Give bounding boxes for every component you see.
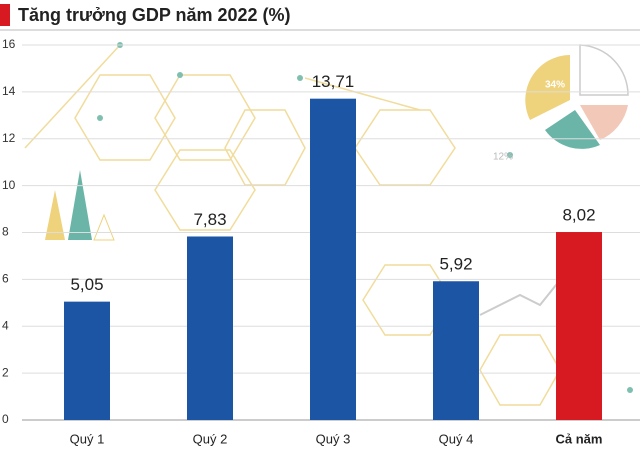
x-tick-label: Quý 4 <box>439 431 474 446</box>
y-tick-label: 16 <box>2 37 16 51</box>
node <box>507 152 513 158</box>
x-tick-label: Quý 2 <box>193 431 228 446</box>
plot: 0 2 4 6 8 10 12 14 16 5,05 Quý 1 7,83 Quý 2 13,71 Quý … <box>2 37 640 446</box>
bar <box>64 301 110 420</box>
x-tick-label: Cả năm <box>556 431 603 446</box>
bar <box>310 98 356 420</box>
hexagon <box>74 74 176 161</box>
value-label: 5,92 <box>439 255 472 274</box>
triangle <box>45 190 65 240</box>
bar <box>556 232 602 420</box>
pie-slice <box>525 55 570 120</box>
hexagon <box>154 74 256 161</box>
x-tick-label: Quý 3 <box>316 431 351 446</box>
annotation: 12% <box>493 152 513 163</box>
pie-slice <box>580 105 628 140</box>
chart-title: Tăng trưởng GDP năm 2022 (%) <box>18 5 291 25</box>
node <box>97 115 103 121</box>
y-tick-label: 12 <box>2 131 16 145</box>
value-label: 7,83 <box>193 210 226 229</box>
value-label: 8,02 <box>562 206 595 225</box>
hexagon <box>154 149 256 231</box>
hexagon <box>224 109 306 186</box>
title-marker <box>0 4 10 26</box>
y-tick-label: 2 <box>2 365 9 379</box>
triangle <box>68 170 92 240</box>
hexagon <box>362 264 453 336</box>
y-tick-label: 0 <box>2 412 9 426</box>
y-tick-label: 14 <box>2 84 16 98</box>
node <box>297 75 303 81</box>
value-label: 5,05 <box>70 275 103 294</box>
bar <box>187 236 233 420</box>
y-tick-label: 8 <box>2 225 9 239</box>
bar <box>433 281 479 420</box>
y-tick-label: 6 <box>2 272 9 286</box>
hexagon <box>479 334 561 406</box>
trend-arrow <box>479 279 561 316</box>
value-label: 13,71 <box>312 72 355 91</box>
y-tick-label: 4 <box>2 318 9 332</box>
node <box>177 72 183 78</box>
x-tick-label: Quý 1 <box>70 431 105 446</box>
triangle <box>93 213 115 241</box>
node <box>627 387 633 393</box>
connector <box>24 44 121 149</box>
y-tick-label: 10 <box>2 178 16 192</box>
connector <box>304 77 421 111</box>
annotation: 34% <box>545 80 565 91</box>
